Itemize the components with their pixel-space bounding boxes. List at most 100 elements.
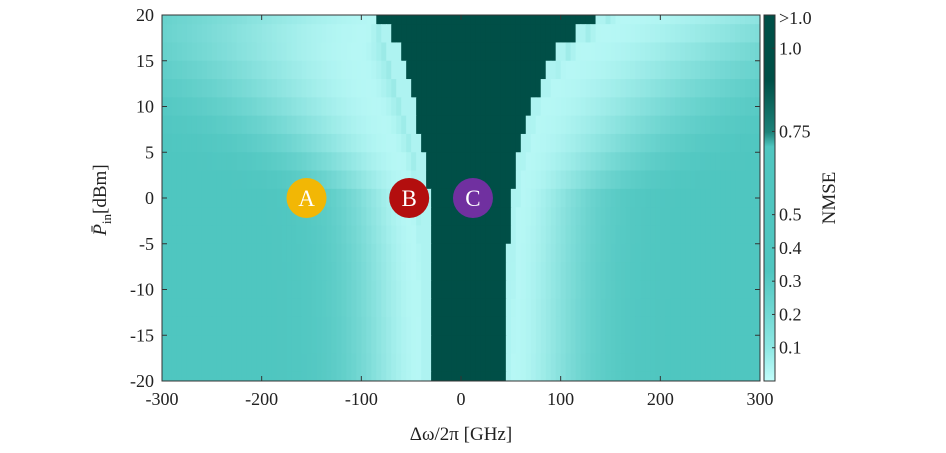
heatmap-cell xyxy=(710,207,716,227)
heatmap-cell xyxy=(500,262,507,281)
heatmap-cell xyxy=(201,207,208,227)
heatmap-cell xyxy=(191,280,198,300)
heatmap-cell xyxy=(655,60,661,80)
heatmap-cell xyxy=(166,207,173,227)
heatmap-cell xyxy=(446,188,452,208)
heatmap-cell xyxy=(500,152,507,172)
colorbar-tick-label: 0.75 xyxy=(779,121,811,141)
heatmap-cell xyxy=(311,262,318,281)
heatmap-cell xyxy=(560,15,567,25)
heatmap-cell xyxy=(386,60,392,80)
heatmap-cell xyxy=(171,353,178,373)
heatmap-cell xyxy=(421,371,427,381)
heatmap-cell xyxy=(221,353,228,373)
heatmap-cell xyxy=(251,97,258,117)
heatmap-cell xyxy=(446,97,452,117)
heatmap-cell xyxy=(346,152,352,172)
heatmap-cell xyxy=(366,298,372,318)
heatmap-cell xyxy=(505,97,512,117)
heatmap-cell xyxy=(655,97,661,117)
heatmap-cell xyxy=(441,280,447,300)
heatmap-cell xyxy=(580,353,587,373)
heatmap-cell xyxy=(391,316,397,336)
heatmap-cell xyxy=(685,353,691,373)
heatmap-cell xyxy=(396,115,402,135)
heatmap-cell xyxy=(520,133,527,153)
heatmap-cell xyxy=(575,207,582,227)
heatmap-cell xyxy=(456,207,462,227)
heatmap-cell xyxy=(490,170,497,190)
heatmap-cell xyxy=(675,225,681,245)
heatmap-cell xyxy=(555,97,562,117)
heatmap-cell xyxy=(441,225,447,245)
heatmap-cell xyxy=(540,371,547,381)
heatmap-cell xyxy=(470,152,477,172)
heatmap-cell xyxy=(630,24,637,44)
heatmap-cell xyxy=(346,243,352,263)
heatmap-cell xyxy=(675,79,681,98)
heatmap-cell xyxy=(206,152,213,172)
heatmap-cell xyxy=(326,15,333,25)
heatmap-cell xyxy=(580,335,587,355)
heatmap-cell xyxy=(545,207,552,227)
heatmap-cell xyxy=(680,207,686,227)
heatmap-cell xyxy=(660,170,666,190)
heatmap-cell xyxy=(171,316,178,336)
heatmap-cell xyxy=(451,243,457,263)
heatmap-cell xyxy=(411,316,417,336)
heatmap-cell xyxy=(276,24,283,44)
heatmap-cell xyxy=(525,24,532,44)
heatmap-cell xyxy=(201,133,208,153)
heatmap-cell xyxy=(441,371,447,381)
heatmap-cell xyxy=(735,316,741,336)
heatmap-cell xyxy=(376,262,382,281)
heatmap-cell xyxy=(281,115,288,135)
heatmap-cell xyxy=(171,42,178,62)
heatmap-cell xyxy=(436,24,442,44)
heatmap-cell xyxy=(585,42,592,62)
y-tick-label: 10 xyxy=(136,97,154,117)
heatmap-cell xyxy=(475,15,482,25)
heatmap-cell xyxy=(461,262,467,281)
heatmap-cell xyxy=(201,225,208,245)
heatmap-cell xyxy=(271,353,278,373)
heatmap-cell xyxy=(451,353,457,373)
heatmap-cell xyxy=(231,24,238,44)
heatmap-cell xyxy=(276,353,283,373)
heatmap-cell xyxy=(655,42,661,62)
heatmap-cell xyxy=(525,115,532,135)
heatmap-cell xyxy=(615,152,622,172)
heatmap-cell xyxy=(550,24,557,44)
heatmap-cell xyxy=(580,298,587,318)
heatmap-cell xyxy=(465,115,472,135)
heatmap-cell xyxy=(735,371,741,381)
heatmap-cell xyxy=(351,15,357,25)
heatmap-cell xyxy=(595,115,602,135)
heatmap-cell xyxy=(411,42,417,62)
heatmap-cell xyxy=(311,60,318,80)
heatmap-cell xyxy=(226,97,233,117)
heatmap-cell xyxy=(326,298,333,318)
heatmap-cell xyxy=(201,280,208,300)
heatmap-cell xyxy=(675,133,681,153)
heatmap-cell xyxy=(620,371,627,381)
heatmap-cell xyxy=(461,79,467,98)
heatmap-cell xyxy=(386,97,392,117)
heatmap-cell xyxy=(186,316,193,336)
heatmap-cell xyxy=(620,152,627,172)
heatmap-cell xyxy=(166,170,173,190)
heatmap-cell xyxy=(176,152,183,172)
heatmap-cell xyxy=(366,152,372,172)
heatmap-cell xyxy=(361,353,367,373)
heatmap-cell xyxy=(630,79,637,98)
heatmap-cell xyxy=(301,60,308,80)
heatmap-cell xyxy=(361,243,367,263)
heatmap-cell xyxy=(271,97,278,117)
heatmap-cell xyxy=(236,97,243,117)
heatmap-cell xyxy=(351,60,357,80)
heatmap-cell xyxy=(470,353,477,373)
heatmap-cell xyxy=(600,262,607,281)
heatmap-cell xyxy=(640,188,646,208)
heatmap-cell xyxy=(251,371,258,381)
